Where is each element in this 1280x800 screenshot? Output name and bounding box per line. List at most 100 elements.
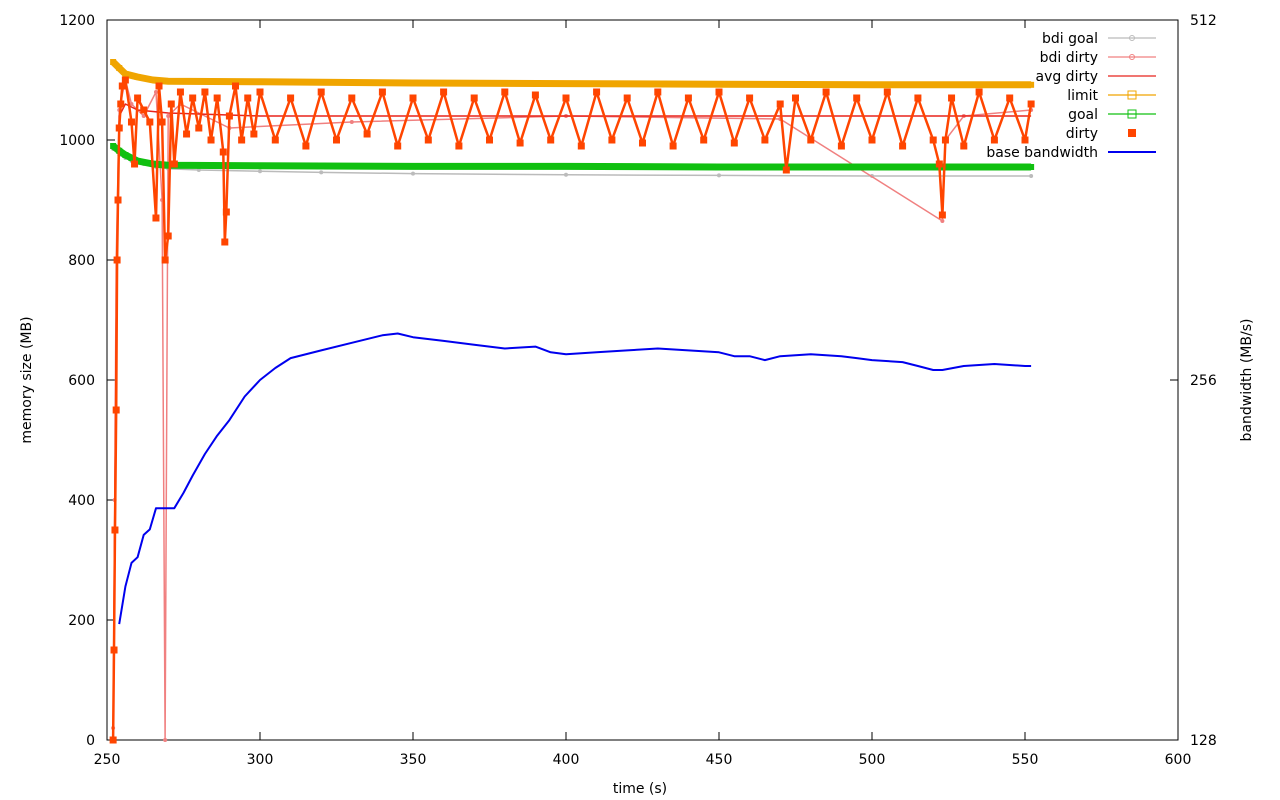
data-point	[225, 112, 233, 120]
data-point	[853, 94, 861, 102]
data-point	[152, 214, 160, 222]
legend: bdi goal bdi dirty avg dirty limit goal dirty…	[986, 31, 1156, 161]
data-point	[593, 88, 601, 96]
y-axis-label: memory size (MB)	[19, 316, 35, 443]
data-point	[115, 124, 123, 132]
data-point	[700, 136, 708, 144]
data-point	[258, 169, 262, 174]
y-tick-label: 800	[68, 253, 95, 269]
data-point	[155, 82, 163, 90]
data-point	[163, 738, 168, 742]
x-axis-label: time (s)	[613, 781, 667, 797]
series-line	[112, 103, 1032, 741]
data-point	[221, 238, 229, 246]
data-point	[109, 736, 117, 744]
data-point	[112, 406, 120, 414]
y-tick-label: 1200	[59, 13, 95, 29]
data-point	[716, 81, 722, 88]
data-point	[899, 142, 907, 150]
y-tick-label: 400	[68, 493, 95, 509]
data-point	[363, 130, 371, 138]
plot-frame	[106, 19, 1179, 741]
legend-entry: base bandwidth	[986, 145, 1156, 161]
axes: 250 300 350 400 450 500 550 600 0 200 400 600 800 100…	[59, 13, 1216, 768]
data-point	[792, 94, 799, 102]
data-point	[207, 136, 215, 144]
data-point	[394, 142, 402, 150]
series-base-bandwidth	[118, 332, 1032, 625]
data-point	[271, 136, 279, 144]
data-point	[684, 94, 692, 102]
data-point	[110, 143, 117, 149]
data-point	[822, 88, 830, 96]
data-point	[623, 94, 631, 102]
data-point	[411, 171, 415, 176]
data-point	[715, 88, 723, 96]
data-point	[116, 65, 123, 71]
data-point	[409, 94, 417, 102]
data-point	[196, 168, 201, 172]
data-point	[837, 142, 845, 150]
data-point	[440, 88, 448, 96]
data-point	[348, 94, 356, 102]
data-point	[1021, 136, 1029, 144]
data-point	[110, 646, 118, 654]
data-point	[1006, 94, 1014, 102]
data-point	[121, 76, 129, 84]
data-point	[960, 142, 968, 150]
data-point	[319, 170, 324, 175]
data-point	[257, 78, 263, 85]
data-point	[250, 130, 258, 138]
legend-swatch-marker	[1127, 109, 1137, 119]
legend-entry: avg dirty	[1035, 69, 1156, 85]
data-point	[232, 82, 240, 90]
x-tick-label: 400	[553, 752, 580, 768]
data-point	[869, 81, 875, 88]
series-goal	[110, 143, 1035, 171]
legend-label: base bandwidth	[986, 145, 1098, 161]
data-point	[195, 124, 203, 132]
data-point	[140, 106, 148, 114]
y2-tick-label: 512	[1190, 13, 1217, 29]
data-point	[562, 94, 570, 102]
x-tick-label: 250	[94, 752, 121, 768]
legend-entry: goal	[1068, 107, 1156, 123]
y2-tick-label: 256	[1190, 373, 1217, 389]
data-point	[128, 155, 135, 161]
data-point	[201, 88, 209, 96]
data-point	[113, 256, 121, 264]
data-point	[165, 78, 172, 85]
data-point	[161, 256, 169, 264]
data-point	[134, 74, 141, 80]
data-point	[929, 136, 937, 144]
data-point	[110, 59, 117, 65]
data-point	[470, 94, 478, 102]
data-point	[238, 136, 246, 144]
data-point	[608, 136, 616, 144]
y-tick-label: 0	[86, 733, 95, 749]
data-point	[1027, 100, 1035, 108]
data-point	[213, 94, 221, 102]
x-tick-label: 550	[1012, 752, 1039, 768]
data-point	[176, 88, 184, 96]
data-point	[164, 232, 172, 240]
series-line	[111, 78, 1033, 741]
legend-swatch-marker	[1129, 35, 1135, 41]
data-point	[349, 120, 354, 124]
data-point	[1028, 164, 1035, 170]
series-line	[118, 332, 1032, 625]
legend-entry: bdi dirty	[1040, 50, 1156, 66]
data-point	[717, 173, 721, 178]
y2-axis-label: bandwidth (MB/s)	[1239, 319, 1255, 442]
data-point	[563, 163, 569, 170]
data-point	[158, 118, 166, 126]
y-tick-label: 200	[68, 613, 95, 629]
data-point	[761, 136, 769, 144]
data-point	[114, 196, 122, 204]
data-point	[166, 114, 171, 118]
data-point	[287, 94, 295, 102]
legend-entry: dirty	[1066, 126, 1136, 142]
data-point	[746, 94, 754, 102]
data-point	[883, 88, 891, 96]
